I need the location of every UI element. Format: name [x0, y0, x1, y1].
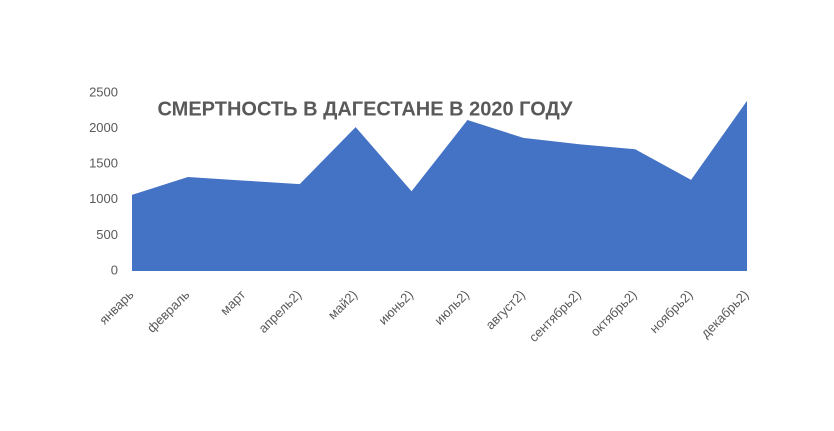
y-tick-label: 1000	[89, 191, 118, 206]
y-tick-label: 0	[111, 262, 118, 277]
x-tick-label: декабрь2)	[698, 287, 752, 341]
y-tick-label: 2000	[89, 120, 118, 135]
chart-title: СМЕРТНОСТЬ В ДАГЕСТАНЕ В 2020 ГОДУ	[158, 98, 574, 120]
x-tick-label: октябрь2)	[587, 287, 639, 339]
x-tick-label: апрель2)	[255, 287, 304, 336]
x-tick-label: сентябрь2)	[526, 287, 584, 345]
y-tick-label: 2500	[89, 84, 118, 99]
area	[132, 100, 747, 271]
x-tick-label: январь	[96, 287, 137, 328]
x-tick-label: ноябрь2)	[647, 287, 696, 336]
y-tick-label: 500	[96, 227, 118, 242]
y-tick-label: 1500	[89, 156, 118, 171]
x-tick-label: февраль	[144, 287, 193, 336]
x-tick-label: май2)	[325, 287, 360, 322]
x-tick-label: март	[217, 287, 248, 318]
x-tick-label: июнь2)	[375, 287, 416, 328]
x-tick-label: август2)	[482, 287, 527, 332]
x-tick-label: июль2)	[431, 287, 472, 328]
